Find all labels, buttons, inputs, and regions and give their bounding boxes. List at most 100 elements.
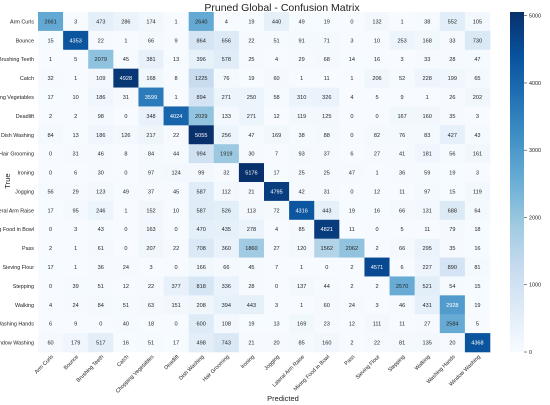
cell-value-label: 35 <box>449 114 455 120</box>
heatmap-cell <box>88 106 114 126</box>
heatmap-cell <box>38 49 64 69</box>
cell-value-label: 8 <box>175 76 178 82</box>
cell-value-label: 394 <box>222 303 231 309</box>
cell-value-label: 0 <box>325 265 328 271</box>
cell-value-label: 76 <box>223 76 229 82</box>
cell-value-label: 45 <box>248 265 254 271</box>
heatmap-cell <box>464 30 491 51</box>
heatmap-cell <box>414 257 441 277</box>
heatmap-cell <box>264 144 290 164</box>
cell-value-label: 0 <box>375 227 378 233</box>
heatmap-cell <box>314 49 340 69</box>
chart-title: Pruned Global - Confusion Matrix <box>204 2 360 14</box>
cell-value-label: 6 <box>49 322 52 328</box>
heatmap-cell <box>238 30 265 51</box>
cell-value-label: 15 <box>47 38 53 44</box>
heatmap-cell <box>339 12 365 32</box>
cell-value-label: 16 <box>123 341 129 347</box>
heatmap-cell <box>464 200 491 221</box>
heatmap-cell <box>188 125 215 145</box>
cell-value-label: 15 <box>449 189 455 195</box>
heatmap-cell <box>314 200 340 221</box>
heatmap-cell <box>264 106 290 126</box>
heatmap-cell <box>188 144 215 164</box>
heatmap-cell <box>63 49 89 69</box>
y-tick-label: Chopping Vegetables <box>0 95 34 101</box>
cell-value-label: 84 <box>98 303 104 309</box>
heatmap-cell <box>113 144 139 164</box>
heatmap-cell <box>264 49 290 69</box>
cell-value-label: 60 <box>324 303 330 309</box>
cell-value-label: 22 <box>248 38 254 44</box>
y-tick-label: Jogging <box>15 189 34 195</box>
x-tick-label: Pass <box>344 354 357 367</box>
heatmap-cell <box>414 125 441 145</box>
heatmap-cell <box>63 314 89 334</box>
heatmap-cell <box>38 182 64 202</box>
heatmap-cell <box>163 219 189 239</box>
heatmap-cell <box>314 87 340 107</box>
heatmap-cell <box>38 68 64 88</box>
heatmap-cell <box>88 238 114 258</box>
cell-value-label: 12 <box>349 322 355 328</box>
cell-value-label: 76 <box>399 133 405 139</box>
heatmap-cell <box>213 276 240 296</box>
cell-value-label: 246 <box>96 208 105 214</box>
heatmap-cell <box>439 238 466 258</box>
cell-value-label: 206 <box>372 76 381 82</box>
y-tick-label: Stepping <box>13 284 34 290</box>
heatmap-cell <box>38 30 64 51</box>
cell-value-label: 743 <box>222 341 231 347</box>
heatmap-cell <box>439 295 466 315</box>
cell-value-label: 2029 <box>195 114 207 120</box>
cell-value-label: 46 <box>98 152 104 158</box>
cell-value-label: 0 <box>49 284 52 290</box>
cell-value-label: 22 <box>98 38 104 44</box>
y-tick-label: Deadlift <box>16 114 35 120</box>
heatmap-cell <box>213 125 240 145</box>
cell-value-label: 295 <box>423 246 432 252</box>
cell-value-label: 49 <box>299 19 305 25</box>
heatmap-cell <box>38 276 64 296</box>
heatmap-cell <box>163 87 189 107</box>
heatmap-cell <box>38 257 64 277</box>
heatmap-cell <box>88 12 114 32</box>
cell-value-label: 1 <box>350 76 353 82</box>
cell-value-label: 83 <box>424 133 430 139</box>
cell-value-label: 160 <box>423 114 432 120</box>
cell-value-label: 97 <box>424 189 430 195</box>
cell-value-label: 88 <box>324 133 330 139</box>
cell-value-label: 169 <box>272 133 281 139</box>
heatmap-cell <box>88 333 114 353</box>
cell-value-label: 250 <box>247 95 256 101</box>
heatmap-cell <box>138 106 164 126</box>
cell-value-label: 84 <box>47 133 53 139</box>
cell-value-label: 1 <box>175 95 178 101</box>
cell-value-label: 0 <box>350 189 353 195</box>
heatmap-cell <box>314 276 340 296</box>
cell-value-label: 5 <box>375 95 378 101</box>
cell-value-label: 227 <box>423 265 432 271</box>
cell-value-label: 1 <box>300 303 303 309</box>
heatmap-cell <box>188 106 215 126</box>
cell-value-label: 12 <box>123 284 129 290</box>
cell-value-label: 181 <box>423 152 432 158</box>
heatmap-cell <box>163 238 189 258</box>
cell-value-label: 498 <box>197 341 206 347</box>
x-tick-label: Ironing <box>240 354 256 370</box>
cell-value-label: 64 <box>474 208 480 214</box>
heatmap-cell <box>138 314 164 334</box>
cell-value-label: 20 <box>273 341 279 347</box>
heatmap-cell <box>439 276 466 296</box>
heatmap-cell <box>238 314 265 334</box>
heatmap-cell <box>414 182 441 202</box>
cell-value-label: 11 <box>399 189 405 195</box>
heatmap-cell <box>163 163 189 183</box>
cell-value-label: 1 <box>124 38 127 44</box>
cell-value-label: 133 <box>222 114 231 120</box>
heatmap-cell <box>264 257 290 277</box>
cell-value-label: 24 <box>123 265 129 271</box>
cell-value-label: 152 <box>146 208 155 214</box>
